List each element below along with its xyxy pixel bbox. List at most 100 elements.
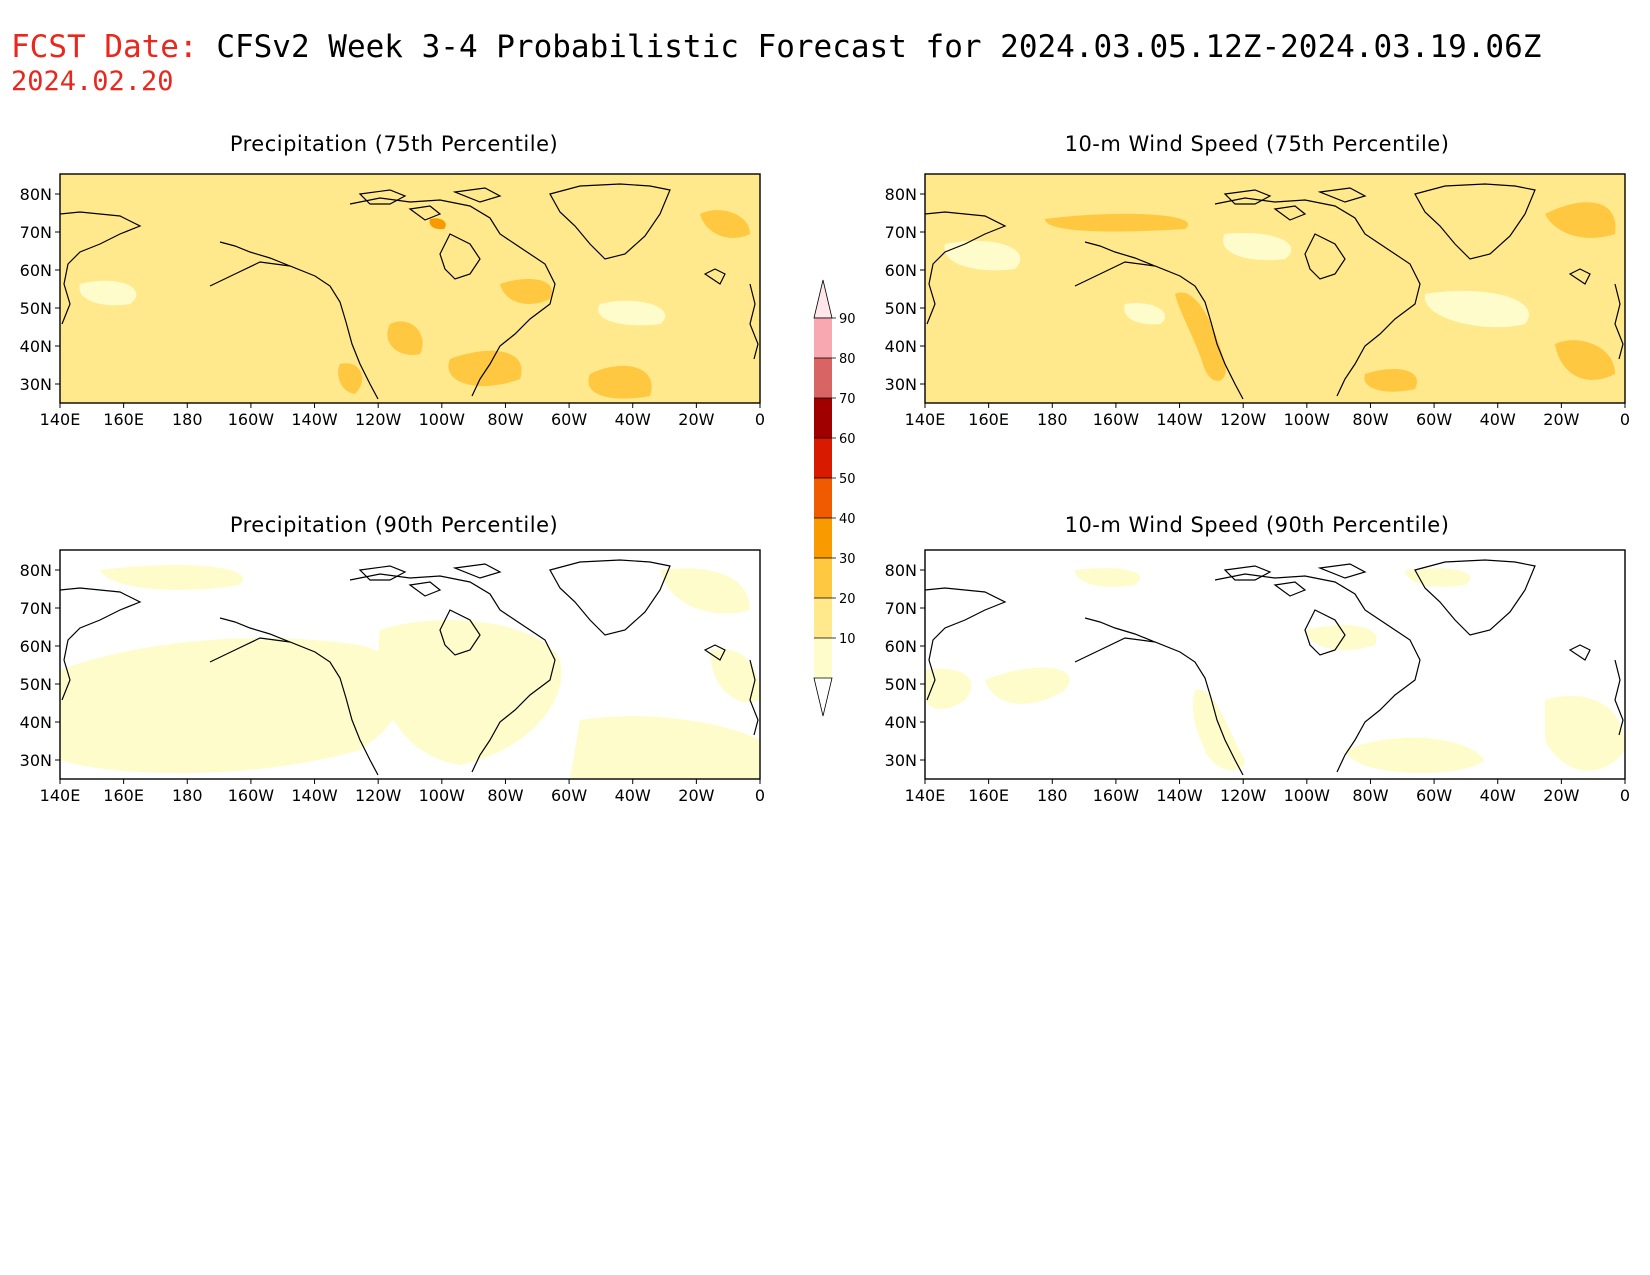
- panel-title-wind90: 10-m Wind Speed (90th Percentile): [1064, 513, 1450, 537]
- contour-region: [598, 300, 666, 326]
- lon-label: 40W: [615, 410, 651, 429]
- lon-label: 120W: [355, 786, 402, 805]
- lon-label: 20W: [1543, 786, 1579, 805]
- coastline: [59, 587, 142, 701]
- colorbar-swatch: [814, 598, 832, 638]
- lat-label: 40N: [885, 713, 917, 732]
- colorbar-swatch: [814, 318, 832, 358]
- lat-label: 30N: [20, 375, 52, 394]
- coastline: [452, 187, 502, 203]
- contour-region: [60, 638, 405, 774]
- lat-label: 80N: [885, 185, 917, 204]
- colorbar-label: 60: [839, 432, 856, 447]
- colorbar-label: 10: [839, 632, 856, 647]
- lon-label: 80W: [487, 786, 523, 805]
- contour-region: [1345, 737, 1485, 774]
- lon-label: 140E: [905, 410, 946, 429]
- coastline: [549, 183, 671, 260]
- coastline: [924, 211, 1007, 325]
- lon-label: 20W: [678, 410, 714, 429]
- contour-region: [500, 279, 552, 304]
- contour-region: [570, 716, 760, 779]
- contour-region: [1545, 202, 1616, 238]
- lon-label: 20W: [1543, 410, 1579, 429]
- lat-label: 40N: [885, 337, 917, 356]
- lon-label: 160W: [228, 786, 275, 805]
- lon-label: 100W: [1284, 410, 1331, 429]
- lat-label: 30N: [20, 751, 52, 770]
- map-panel-precip75: 140E 160E 180 160W 140W 120W 100W 80W 60W 40W 20W 0…: [20, 173, 765, 429]
- lon-label: 140W: [291, 410, 338, 429]
- lon-label: 180: [1037, 786, 1068, 805]
- lon-label: 160W: [1093, 786, 1140, 805]
- colorbar-top-arrow: [813, 279, 833, 319]
- lon-label: 140W: [291, 786, 338, 805]
- lon-label: 160W: [1093, 410, 1140, 429]
- lat-label: 60N: [885, 261, 917, 280]
- contour-region: [387, 321, 423, 355]
- contour-region: [944, 240, 1021, 271]
- coastline: [349, 197, 556, 397]
- coastline: [1304, 609, 1346, 656]
- map-background: [925, 174, 1625, 403]
- lon-label: 100W: [1284, 786, 1331, 805]
- lon-label: 60W: [1416, 786, 1452, 805]
- colorbar-label: 20: [839, 592, 856, 607]
- map-frame: [924, 549, 1626, 780]
- lat-label: 30N: [885, 751, 917, 770]
- contour-region: [1193, 689, 1245, 771]
- lat-label: 80N: [885, 561, 917, 580]
- contour-region: [378, 620, 562, 765]
- contour-region: [985, 667, 1070, 704]
- lon-label: 120W: [355, 410, 402, 429]
- lat-label: 60N: [20, 261, 52, 280]
- contour-region: [1555, 340, 1615, 380]
- lon-label: 120W: [1220, 410, 1267, 429]
- colorbar-label: 30: [839, 552, 856, 567]
- coastline: [1568, 644, 1591, 661]
- lat-label: 30N: [885, 375, 917, 394]
- forecast-title: CFSv2 Week 3-4 Probabilistic Forecast fo…: [216, 29, 1542, 65]
- lon-label: 140W: [1156, 410, 1203, 429]
- map-frame: [924, 173, 1626, 404]
- coastline: [349, 573, 556, 773]
- colorbar-label: 90: [839, 312, 856, 327]
- colorbar-swatch: [814, 438, 832, 478]
- coastline: [1317, 563, 1367, 579]
- coastline: [1273, 205, 1307, 221]
- contour-region: [1223, 233, 1292, 261]
- lon-label: 0: [1620, 410, 1630, 429]
- coastline: [358, 565, 407, 581]
- lon-label: 60W: [551, 410, 587, 429]
- contour-region: [1124, 303, 1166, 325]
- contour-region: [588, 365, 652, 399]
- contour-region: [1305, 625, 1377, 650]
- lon-label: 140E: [40, 786, 81, 805]
- coastline: [703, 644, 726, 661]
- coastline: [1414, 183, 1536, 260]
- contour-region: [429, 218, 446, 230]
- coastline: [1414, 559, 1536, 636]
- lon-label: 180: [1037, 410, 1068, 429]
- map-background: [925, 550, 1625, 779]
- panel-title-wind75: 10-m Wind Speed (75th Percentile): [1064, 132, 1450, 156]
- contour-region: [79, 280, 137, 306]
- lon-label: 160E: [103, 410, 144, 429]
- lat-label: 70N: [885, 599, 917, 618]
- coastline: [209, 617, 379, 776]
- contour-region: [660, 568, 750, 614]
- lat-label: 70N: [20, 599, 52, 618]
- lon-label: 60W: [1416, 410, 1452, 429]
- coastline: [439, 609, 481, 656]
- panel-title-precip90: Precipitation (90th Percentile): [229, 513, 559, 537]
- colorbar-swatch: [814, 558, 832, 598]
- lon-label: 0: [1620, 786, 1630, 805]
- map-frame: [59, 173, 761, 404]
- map-background: [60, 174, 760, 403]
- lon-label: 140E: [905, 786, 946, 805]
- lat-label: 50N: [20, 299, 52, 318]
- contour-region: [1364, 369, 1417, 392]
- lon-label: 80W: [1352, 410, 1388, 429]
- coastline: [1214, 573, 1421, 773]
- coastline: [1317, 187, 1367, 203]
